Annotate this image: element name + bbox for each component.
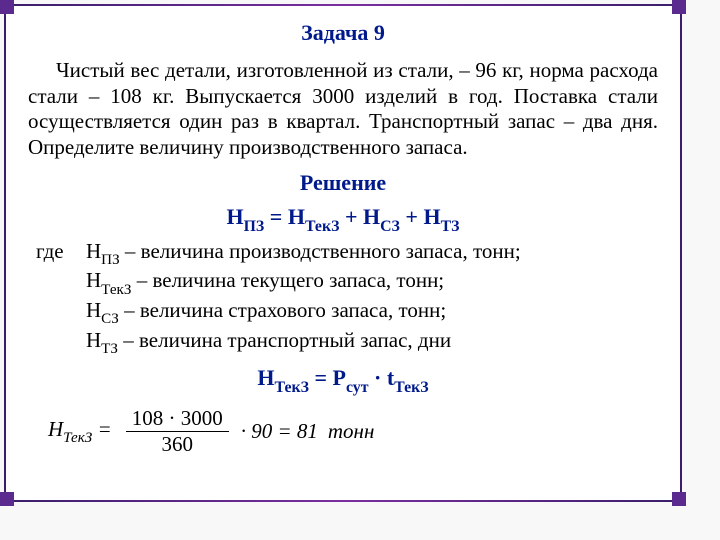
calc-lhs: НТекЗ = (48, 417, 112, 446)
f1-eq: = (264, 204, 288, 229)
solution-title: Решение (28, 170, 658, 196)
formula-main: НПЗ = НТекЗ + НСЗ + НТЗ (28, 204, 658, 234)
calc-unit: тонн (328, 419, 375, 444)
formula-tek: НТекЗ = Рсут · tТекЗ (28, 365, 658, 395)
problem-text: Чистый вес детали, изготовленной из стал… (28, 58, 658, 160)
corner-decoration (0, 0, 14, 14)
f1-t3: НТЗ (423, 204, 459, 229)
f2-eq: = (309, 365, 333, 390)
f2-lhs: НТекЗ (257, 365, 309, 390)
calc-fraction: 108 · 3000 360 (126, 406, 229, 457)
def-line: НТекЗ – величина текущего запаса, тонн; (86, 268, 444, 298)
f1-plus2: + (400, 204, 424, 229)
f2-dot: · (368, 365, 386, 390)
f1-t2: НСЗ (363, 204, 400, 229)
calculation: НТекЗ = 108 · 3000 360 · 90 = 81 тонн (48, 406, 658, 457)
f1-plus1: + (339, 204, 363, 229)
problem-title: Задача 9 (28, 20, 658, 46)
def-line: НСЗ – величина страхового запаса, тонн; (86, 298, 446, 328)
defs-label: где (28, 239, 86, 269)
corner-decoration (672, 0, 686, 14)
def-line: НПЗ – величина производственного запаса,… (86, 239, 521, 269)
f1-t1: НТекЗ (288, 204, 340, 229)
definitions: где НПЗ – величина производственного зап… (28, 239, 658, 358)
calc-rest: · 90 = 81 (241, 419, 318, 444)
corner-decoration (0, 492, 14, 506)
calc-numerator: 108 · 3000 (126, 406, 229, 431)
f1-lhs: НПЗ (227, 204, 265, 229)
f2-a: Рсут (333, 365, 369, 390)
f2-b: tТекЗ (387, 365, 429, 390)
def-line: НТЗ – величина транспортный запас, дни (86, 328, 451, 358)
corner-decoration (672, 492, 686, 506)
calc-denominator: 360 (155, 432, 199, 457)
